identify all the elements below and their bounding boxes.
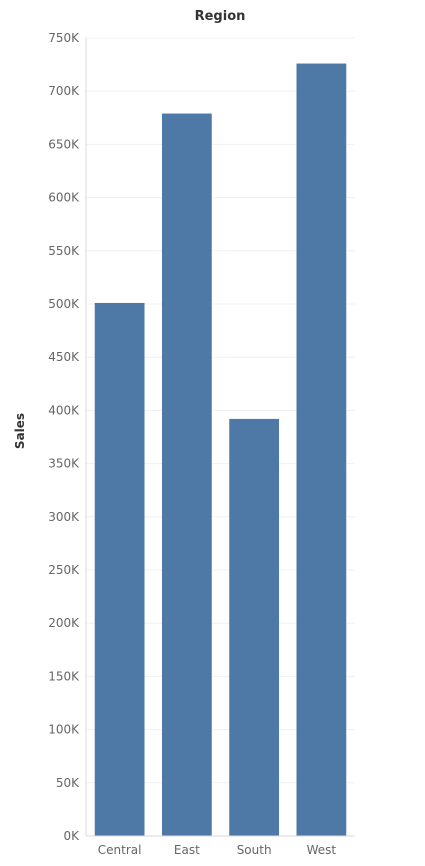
x-tick-label: Central xyxy=(98,843,142,857)
y-tick-label: 150K xyxy=(48,669,80,683)
chart-title: Region xyxy=(195,9,246,24)
x-tick-label: East xyxy=(174,843,200,857)
y-tick-label: 100K xyxy=(48,723,80,737)
y-tick-label: 400K xyxy=(48,403,80,417)
y-tick-label: 600K xyxy=(48,191,80,205)
bar-central[interactable] xyxy=(94,302,145,836)
x-tick-label: West xyxy=(307,843,337,857)
x-tick-labels: Central East South West xyxy=(98,843,337,857)
bar-south[interactable] xyxy=(229,418,280,836)
y-tick-label: 700K xyxy=(48,84,80,98)
bar-east[interactable] xyxy=(161,113,212,836)
y-tick-label: 350K xyxy=(48,457,80,471)
y-axis-label: Sales xyxy=(13,413,27,449)
x-tick-label: South xyxy=(237,843,272,857)
y-tick-label: 650K xyxy=(48,137,80,151)
y-tick-label: 300K xyxy=(48,510,80,524)
y-tick-label: 750K xyxy=(48,31,80,45)
bar-west[interactable] xyxy=(296,63,347,836)
axes xyxy=(85,38,355,837)
y-tick-label: 250K xyxy=(48,563,80,577)
y-tick-label: 500K xyxy=(48,297,80,311)
y-tick-label: 200K xyxy=(48,616,80,630)
y-tick-labels: 0K 50K 100K 150K 200K 250K 300K 350K 400K 450K 500… xyxy=(48,31,80,843)
y-tick-label: 0K xyxy=(63,829,80,843)
y-tick-label: 50K xyxy=(56,776,80,790)
y-tick-label: 450K xyxy=(48,350,80,364)
y-tick-label: 550K xyxy=(48,244,80,258)
bars xyxy=(94,63,347,836)
